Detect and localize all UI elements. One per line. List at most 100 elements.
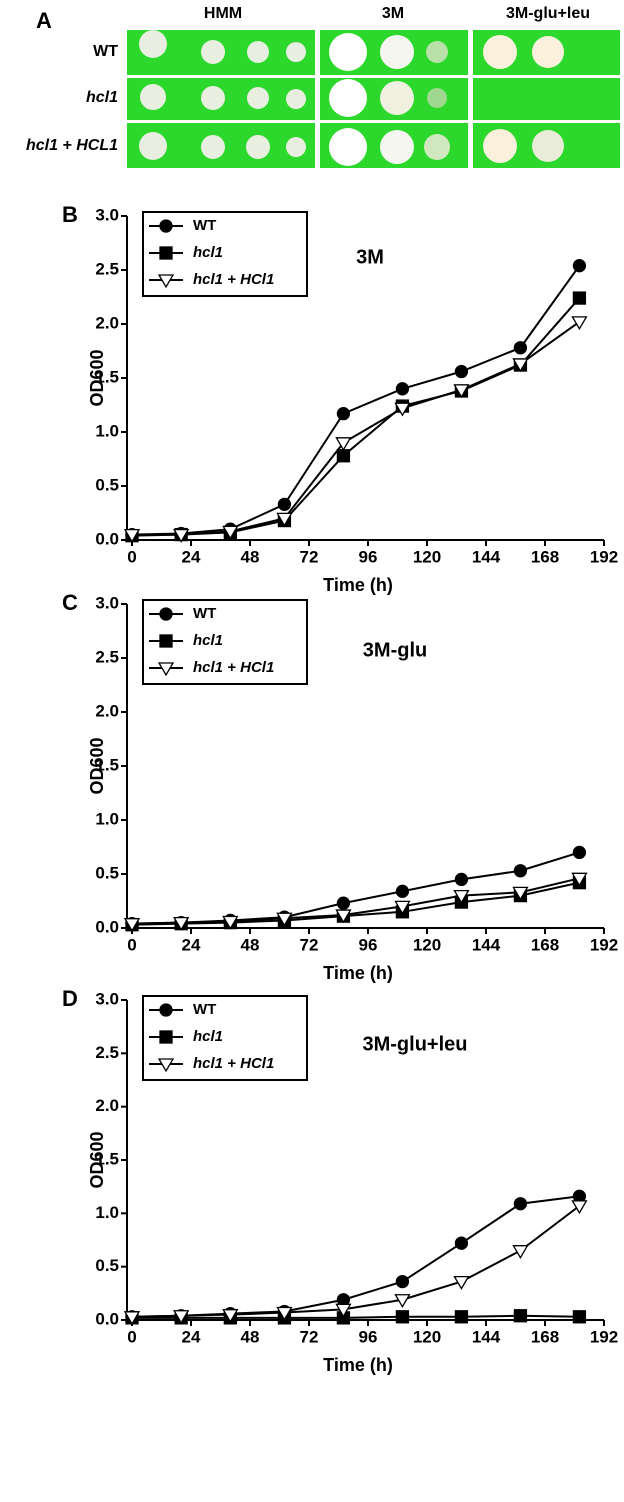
marker <box>572 845 587 860</box>
marker <box>571 1200 588 1215</box>
marker <box>173 528 190 543</box>
marker <box>395 884 410 898</box>
x-tick-label: 96 <box>359 935 378 954</box>
legend-label: hcl1 + HCl1 <box>193 1055 274 1072</box>
marker <box>123 918 141 932</box>
row-label: WT <box>93 43 118 60</box>
y-tick-label: 1.0 <box>95 421 119 440</box>
x-tick-label: 96 <box>359 547 378 566</box>
x-tick-label: 168 <box>531 935 559 954</box>
legend-marker <box>159 607 173 621</box>
y-tick-label: 2.0 <box>95 701 119 720</box>
y-tick-label: 0.5 <box>95 863 119 882</box>
marker <box>173 916 190 931</box>
y-axis-title: OD600 <box>87 349 107 406</box>
marker <box>454 872 469 887</box>
marker <box>512 886 529 901</box>
legend-marker <box>157 274 175 289</box>
legend-label: hcl1 <box>193 244 223 261</box>
y-tick-label: 1.5 <box>95 755 119 774</box>
marker <box>453 889 470 904</box>
legend-marker <box>159 1003 173 1017</box>
marker <box>453 384 470 399</box>
x-tick-label: 144 <box>472 547 501 566</box>
marker <box>173 1310 190 1325</box>
marker <box>277 497 292 512</box>
x-tick-label: 192 <box>590 935 618 954</box>
x-axis-title: Time (h) <box>323 963 393 983</box>
y-tick-label: 2.0 <box>95 1096 119 1115</box>
marker <box>394 402 411 417</box>
x-tick-label: 168 <box>531 547 559 566</box>
x-tick-label: 120 <box>413 1327 441 1346</box>
x-tick-label: 96 <box>359 1327 378 1346</box>
panel-label: D <box>62 986 78 1011</box>
legend-label: hcl1 <box>193 1028 223 1045</box>
x-tick-label: 72 <box>300 547 319 566</box>
legend-marker <box>159 1030 173 1044</box>
x-tick-label: 48 <box>241 935 260 954</box>
legend-label: WT <box>193 605 216 622</box>
series-line <box>131 265 581 536</box>
marker <box>123 528 141 543</box>
marker <box>395 1274 410 1289</box>
marker <box>123 1311 141 1326</box>
chart-title: 3M-glu+leu <box>362 1033 467 1055</box>
marker <box>513 341 528 355</box>
series-line <box>131 881 580 926</box>
marker <box>335 909 352 924</box>
y-tick-label: 0.0 <box>95 917 119 936</box>
marker <box>335 437 352 452</box>
panel-label: B <box>62 202 78 227</box>
column-label: 3M-glu+leu <box>506 5 590 22</box>
x-tick-label: 0 <box>127 1327 136 1346</box>
legend-label: WT <box>193 1001 216 1018</box>
marker <box>454 1236 469 1250</box>
series-line <box>131 1205 581 1318</box>
x-axis-title: Time (h) <box>323 1355 393 1375</box>
marker <box>513 1197 528 1211</box>
column-label: 3M <box>382 5 404 22</box>
x-axis-title: Time (h) <box>323 575 393 595</box>
y-tick-label: 1.0 <box>95 1203 119 1222</box>
x-tick-label: 144 <box>472 1327 501 1346</box>
y-axis-title: OD600 <box>87 1131 107 1188</box>
marker <box>454 1310 469 1324</box>
marker <box>454 364 469 379</box>
legend-marker <box>159 634 173 648</box>
marker <box>571 316 588 331</box>
legend-marker <box>159 246 173 260</box>
marker <box>335 1303 352 1318</box>
marker <box>276 512 293 527</box>
marker <box>394 1294 411 1309</box>
x-tick-label: 0 <box>127 547 136 566</box>
x-tick-label: 144 <box>472 935 501 954</box>
marker <box>276 1306 293 1321</box>
chart-title: 3M-glu <box>363 639 427 661</box>
x-tick-label: 24 <box>182 1327 201 1346</box>
x-tick-label: 120 <box>413 547 441 566</box>
x-tick-label: 48 <box>241 547 260 566</box>
x-tick-label: 24 <box>182 935 201 954</box>
marker <box>512 1245 529 1259</box>
y-tick-label: 1.5 <box>95 1149 119 1168</box>
marker <box>513 1309 528 1323</box>
legend-marker <box>159 219 173 233</box>
legend-marker <box>157 662 175 677</box>
marker <box>572 259 587 273</box>
marker <box>571 872 588 887</box>
y-tick-label: 3.0 <box>95 593 119 612</box>
marker <box>395 382 410 396</box>
panel-label: C <box>62 590 78 615</box>
legend-label: hcl1 + HCl1 <box>193 271 274 288</box>
marker <box>395 1310 410 1324</box>
y-tick-label: 1.5 <box>95 367 119 386</box>
marker <box>222 525 239 540</box>
y-tick-label: 2.5 <box>95 259 119 278</box>
series-line <box>132 321 580 536</box>
y-tick-label: 3.0 <box>95 205 119 224</box>
x-tick-label: 72 <box>300 935 319 954</box>
y-tick-label: 0.5 <box>95 475 119 494</box>
y-tick-label: 2.0 <box>95 313 119 332</box>
